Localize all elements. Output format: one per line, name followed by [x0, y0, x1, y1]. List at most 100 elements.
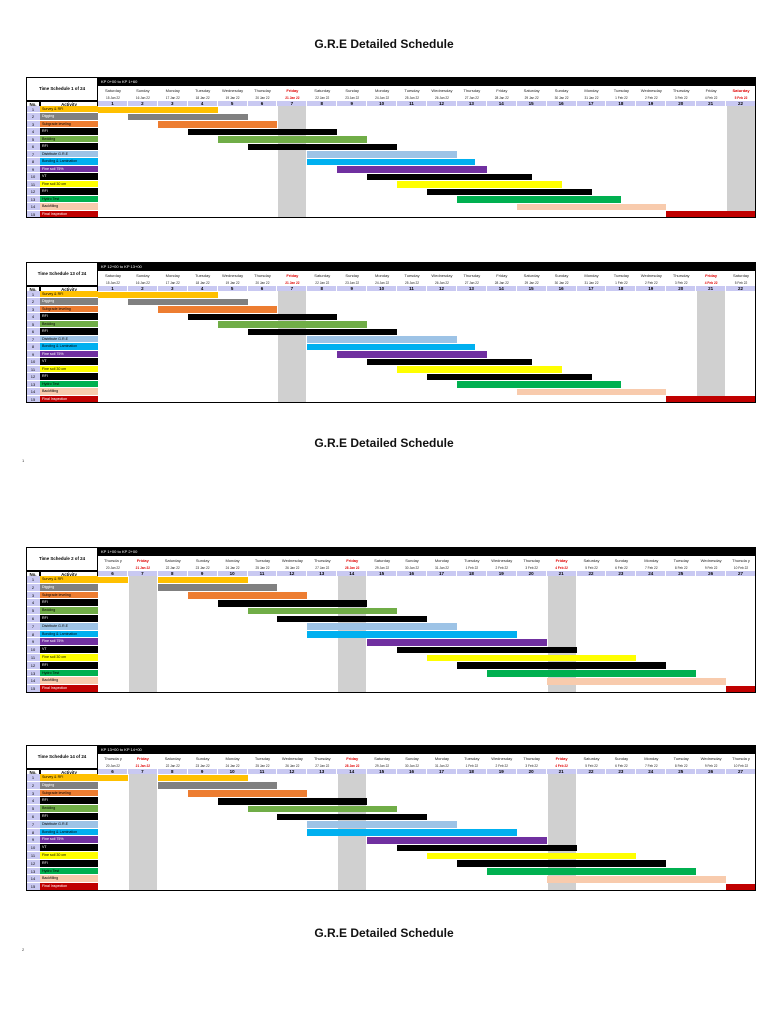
day-number: 16 — [397, 571, 427, 576]
day-number: 21 — [696, 286, 727, 291]
date: 30 Jan 22 — [397, 764, 427, 769]
day-number: 11 — [247, 769, 278, 774]
row-number: 5 — [26, 805, 40, 813]
activity-label: Fine soil 75% — [40, 165, 98, 174]
activity-label: Survey & RFI — [40, 106, 98, 114]
activity-label: Bedding — [40, 135, 98, 144]
activity-label: Bedding — [40, 607, 98, 615]
row-number: 6 — [26, 615, 40, 623]
date: 20 Jan 22 — [247, 281, 278, 286]
activity-label: RFI — [40, 143, 98, 151]
date: 21 Jan 22 — [277, 281, 308, 286]
day-name: Thursda y — [98, 754, 128, 764]
day-name: Saturday — [157, 754, 188, 764]
day-name: Sunday — [187, 556, 218, 566]
day-name: Sunday — [606, 556, 637, 566]
gantt-bar — [367, 836, 547, 844]
table-border — [26, 547, 756, 693]
date: 24 Jan 22 — [367, 281, 398, 286]
date: 1 Feb 22 — [456, 566, 487, 571]
day-name: Tuesday — [456, 754, 487, 764]
date: 4 Feb 22 — [546, 764, 577, 769]
day-name: Wednesday — [217, 271, 248, 281]
day-name: Friday — [127, 556, 158, 566]
date: 10 Feb 22 — [726, 764, 756, 769]
row-number: 4 — [26, 797, 40, 806]
row-number: 7 — [26, 820, 40, 829]
date: 2 Feb 22 — [486, 566, 517, 571]
row-number: 7 — [26, 150, 40, 159]
day-number: 20 — [516, 769, 547, 774]
gantt-bar — [157, 584, 278, 592]
activity-label: Distribute G.R.E — [40, 622, 98, 631]
day-number: 20 — [516, 571, 547, 576]
day-number: 1 — [98, 101, 128, 106]
date: 5 Feb 22 — [576, 764, 607, 769]
date: 25 Jan 22 — [397, 96, 427, 101]
table-border — [26, 262, 756, 403]
date: 17 Jan 22 — [157, 96, 188, 101]
page-number: 2 — [22, 947, 25, 952]
day-name: Thursday — [666, 86, 697, 96]
gantt-bar — [427, 373, 592, 381]
gantt-bar — [456, 381, 622, 388]
day-name: Sunday — [397, 556, 427, 566]
gantt-bar — [157, 576, 248, 584]
date: 19 Jan 22 — [217, 281, 248, 286]
row-number: 11 — [26, 654, 40, 662]
activity-label: Backfilling — [40, 677, 98, 686]
day-number: 18 — [606, 286, 637, 291]
day-name: Saturday — [98, 86, 128, 96]
activity-label: Digging — [40, 298, 98, 306]
row-number: 9 — [26, 638, 40, 647]
day-name: Wednesday — [486, 754, 517, 764]
gantt-bar — [307, 623, 457, 631]
day-number: 25 — [666, 571, 697, 576]
day-number: 7 — [127, 769, 158, 774]
day-number: 20 — [666, 101, 697, 106]
row-number: 14 — [26, 875, 40, 884]
day-name: Tuesday — [666, 754, 697, 764]
friday-column — [697, 291, 726, 403]
day-number: 18 — [606, 101, 637, 106]
activity-label: Survey & RFI — [40, 576, 98, 584]
row-number: 2 — [26, 583, 40, 592]
date: 16 Jan 22 — [127, 281, 158, 286]
gantt-bar — [98, 774, 128, 782]
day-name: Monday — [367, 271, 398, 281]
row-number: 13 — [26, 669, 40, 678]
gantt-bar — [247, 607, 398, 615]
date: 15 Jan 22 — [98, 281, 128, 286]
date: 28 Jan 22 — [486, 281, 517, 286]
day-name: Saturday — [157, 556, 188, 566]
friday-column — [278, 106, 307, 218]
day-number: 9 — [187, 769, 218, 774]
date: 23 Jan 22 — [337, 281, 368, 286]
table-border — [26, 745, 756, 891]
date: 29 Jan 22 — [367, 764, 398, 769]
friday-column — [128, 576, 157, 693]
gantt-bar — [187, 790, 308, 797]
row-number: 10 — [26, 358, 40, 366]
day-name: Monday — [217, 754, 248, 764]
day-name: Thursda y — [726, 556, 756, 566]
activity-label: Subgrade leveling — [40, 789, 98, 798]
day-name: Wednesday — [486, 556, 517, 566]
gantt-bar — [98, 291, 218, 298]
date: 1 Feb 22 — [456, 764, 487, 769]
day-name: Saturday — [576, 754, 607, 764]
day-number: 10 — [217, 769, 248, 774]
day-number: 6 — [247, 286, 278, 291]
day-name: Wednesday — [696, 556, 727, 566]
row-number: 8 — [26, 828, 40, 837]
row-number: 11 — [26, 365, 40, 374]
row-number: 3 — [26, 591, 40, 600]
gantt-bar — [486, 670, 697, 677]
activity-label: RFI — [40, 615, 98, 623]
day-name: Tuesday — [397, 86, 427, 96]
day-number: 19 — [486, 769, 517, 774]
day-number: 6 — [247, 101, 278, 106]
day-number: 11 — [247, 571, 278, 576]
day-name: Monday — [157, 271, 188, 281]
row-number: 5 — [26, 135, 40, 144]
